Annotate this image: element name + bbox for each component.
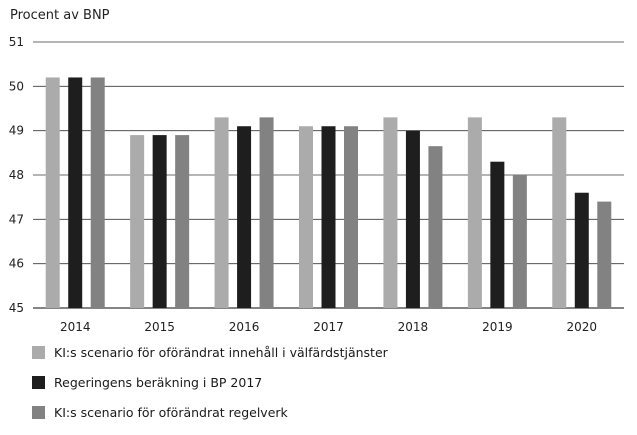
bar-2015-series-3 <box>175 135 190 308</box>
bar-2015-series-1 <box>130 135 145 308</box>
legend-item-series-2: Regeringens beräkning i BP 2017 <box>32 374 388 390</box>
bar-2019-series-3 <box>512 175 527 308</box>
bar-2020-series-1 <box>552 117 567 308</box>
legend-label-series-3: KI:s scenario för oförändrat regelverk <box>54 404 288 420</box>
legend-item-series-3: KI:s scenario för oförändrat regelverk <box>32 404 388 420</box>
x-tick-label: 2019 <box>482 320 513 334</box>
y-tick-label: 48 <box>9 168 24 182</box>
bar-2015-series-2 <box>152 135 167 308</box>
legend-item-series-1: KI:s scenario för oförändrat innehåll i … <box>32 344 388 360</box>
y-axis-title: Procent av BNP <box>10 8 110 23</box>
x-tick-labels: 2014 2015 2016 2017 2018 2019 2020 <box>60 320 597 334</box>
bar-2016-series-3 <box>259 117 274 308</box>
bar-2018-series-2 <box>405 130 420 308</box>
bar-2018-series-1 <box>383 117 398 308</box>
bar-2014-series-3 <box>90 77 105 308</box>
y-tick-label: 45 <box>9 301 24 315</box>
y-tick-label: 49 <box>9 124 24 138</box>
legend-swatch-series-3 <box>32 405 45 419</box>
x-tick-label: 2020 <box>567 320 598 334</box>
legend-label-series-2: Regeringens beräkning i BP 2017 <box>54 374 263 390</box>
y-tick-label: 50 <box>9 79 24 93</box>
y-tick-label: 47 <box>9 212 24 226</box>
bar-2018-series-3 <box>428 146 443 308</box>
x-tick-label: 2014 <box>60 320 91 334</box>
bars <box>45 77 612 308</box>
x-tick-label: 2015 <box>144 320 175 334</box>
bar-2020-series-2 <box>574 192 589 308</box>
bar-2019-series-1 <box>467 117 482 308</box>
bar-2017-series-2 <box>321 126 336 308</box>
bar-2020-series-3 <box>597 201 612 308</box>
bar-2014-series-2 <box>68 77 83 308</box>
bar-2019-series-2 <box>490 161 505 308</box>
x-tick-label: 2016 <box>229 320 260 334</box>
x-tick-label: 2017 <box>313 320 344 334</box>
y-tick-label: 46 <box>9 257 24 271</box>
bar-2017-series-1 <box>299 126 313 308</box>
bar-2016-series-2 <box>237 126 252 308</box>
bar-2016-series-1 <box>214 117 229 308</box>
bar-2014-series-1 <box>45 77 60 308</box>
bar-2017-series-3 <box>344 126 358 308</box>
y-tick-labels: 45 46 47 48 49 50 51 <box>9 35 24 315</box>
legend: KI:s scenario för oförändrat innehåll i … <box>32 345 388 435</box>
legend-swatch-series-1 <box>32 345 45 359</box>
legend-label-series-1: KI:s scenario för oförändrat innehåll i … <box>54 344 388 360</box>
x-tick-label: 2018 <box>398 320 429 334</box>
y-tick-label: 51 <box>9 35 24 49</box>
legend-swatch-series-2 <box>32 375 45 389</box>
